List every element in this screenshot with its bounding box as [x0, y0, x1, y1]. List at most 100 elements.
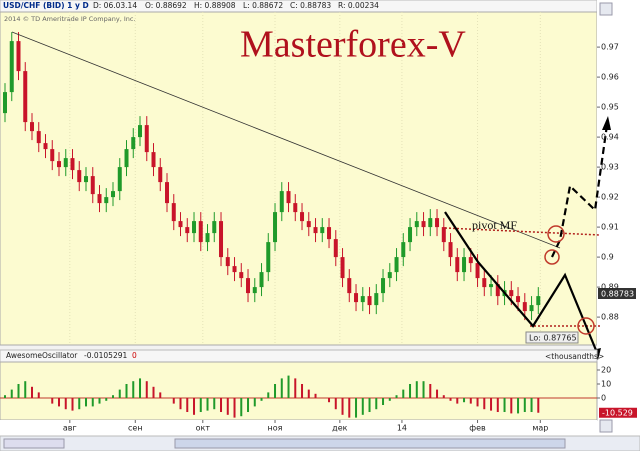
osc-bar: [24, 381, 27, 399]
osc-bar: [429, 383, 432, 399]
osc-bar: [301, 383, 304, 399]
close: C: 0.88783: [290, 1, 331, 10]
osc-bar: [530, 398, 533, 413]
osc-bar: [98, 398, 101, 404]
candle-body: [246, 278, 251, 294]
osc-bar: [382, 398, 385, 406]
osc-value-box: [599, 407, 637, 418]
candle-body: [205, 233, 210, 243]
candle-body: [536, 296, 541, 306]
toolbar-buttons[interactable]: [3, 438, 65, 449]
high: H: 0.88908: [194, 1, 236, 10]
x-tick-label: мар: [532, 424, 548, 433]
candle-body: [509, 290, 514, 297]
osc-bar: [220, 398, 223, 413]
osc-bar: [490, 398, 493, 411]
marker-circle: [544, 249, 560, 265]
candle-body: [374, 293, 379, 306]
osc-bar: [58, 398, 61, 407]
x-tick-label: ноя: [268, 424, 283, 433]
candle-body: [414, 221, 419, 228]
candle-body: [441, 227, 446, 243]
osc-bar: [179, 398, 182, 410]
candle-body: [333, 239, 338, 258]
osc-bar: [31, 386, 34, 399]
osc-bar: [71, 398, 74, 411]
x-tick-label: сен: [128, 424, 143, 433]
osc-bar: [442, 395, 445, 399]
candle-body: [165, 182, 170, 204]
y-tick-label: 10: [601, 379, 611, 388]
candle-body: [77, 170, 82, 183]
y-tick-label: 0.97: [601, 43, 619, 52]
chart-title: Masterforex-V: [240, 24, 466, 66]
osc-bar: [10, 389, 13, 399]
marker-circle: [577, 317, 595, 335]
scroll-thumb[interactable]: [174, 438, 566, 449]
x-tick-label: окт: [196, 424, 211, 433]
y-tick-label: 0.88: [601, 313, 619, 322]
candle-body: [394, 257, 399, 273]
candle-body: [293, 203, 298, 213]
trend-line: [11, 31, 561, 249]
scroll-button[interactable]: [599, 2, 613, 16]
osc-bar: [233, 398, 236, 418]
osc-plot: [0, 369, 600, 418]
osc-bar: [260, 398, 263, 401]
candle-body: [63, 158, 68, 168]
osc-bar: [436, 389, 439, 399]
osc-title[interactable]: AwesomeOscillator: [6, 351, 78, 360]
osc-bar: [159, 392, 162, 399]
axis-area: [597, 0, 640, 436]
osc-bar: [139, 378, 142, 399]
osc-bar: [85, 398, 88, 407]
osc-bar: [483, 398, 486, 410]
x-tick-label: дек: [332, 424, 347, 433]
osc-bar: [314, 393, 317, 399]
osc-bar: [523, 398, 526, 413]
osc-bar: [267, 392, 270, 399]
y-tick-label: 20: [601, 365, 611, 374]
candle-body: [354, 293, 359, 303]
osc-bar: [172, 398, 175, 404]
candle-body: [408, 227, 413, 243]
scroll-button[interactable]: [599, 419, 613, 433]
candle-body: [57, 161, 62, 168]
candle-body: [3, 92, 7, 114]
osc-bar: [456, 398, 459, 404]
forecast-path-alt: [551, 124, 609, 258]
osc-bar: [409, 383, 412, 399]
candle-body: [522, 302, 527, 312]
y-tick-label: 0.89: [601, 283, 619, 292]
candle-body: [475, 263, 480, 279]
candle-body: [225, 257, 230, 267]
last-price: 0.88783: [601, 290, 634, 299]
osc-bar: [469, 398, 472, 404]
osc-bar: [449, 398, 452, 401]
osc-bar: [253, 398, 256, 407]
candle-body: [219, 221, 224, 258]
candle-body: [489, 284, 494, 288]
candle-body: [212, 221, 217, 234]
osc-bar: [226, 398, 229, 415]
osc-bar: [334, 398, 337, 410]
osc-bar: [368, 398, 371, 413]
osc-bar: [78, 398, 81, 410]
candle-body: [428, 218, 433, 228]
candle-body: [30, 122, 35, 132]
osc-bar: [463, 398, 466, 403]
osc-bar: [422, 381, 425, 399]
y-tick-label: 0.91: [601, 223, 619, 232]
candle-body: [239, 272, 244, 279]
candle-body: [516, 296, 521, 303]
osc-bar: [328, 398, 331, 403]
candle-body: [273, 212, 278, 243]
osc-bar: [375, 398, 378, 410]
candle-body: [70, 158, 75, 171]
symbol[interactable]: USD/CHF (BID) 1 y D: [3, 1, 89, 10]
forecast-path: [444, 211, 600, 356]
osc-bar: [17, 383, 20, 399]
candle-body: [455, 257, 460, 273]
candle-body: [23, 71, 28, 123]
candle-body: [117, 167, 122, 192]
